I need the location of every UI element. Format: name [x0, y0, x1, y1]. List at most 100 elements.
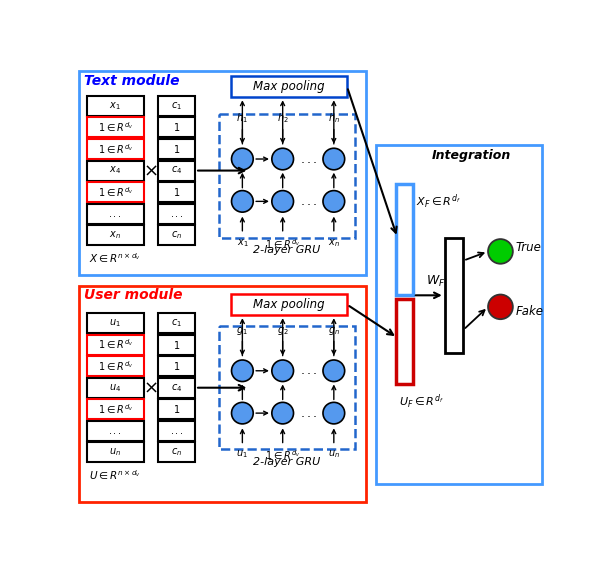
Text: $u_1$: $u_1$ [109, 317, 121, 329]
Text: $...$: $...$ [299, 195, 317, 208]
Text: $1$: $1$ [173, 143, 180, 155]
Circle shape [323, 402, 345, 424]
Bar [87, 442, 144, 462]
Text: $g_1$: $g_1$ [236, 325, 248, 337]
Bar [219, 114, 355, 237]
Text: $1$: $1$ [173, 122, 180, 133]
Text: $c_n$: $c_n$ [171, 229, 182, 241]
Bar [79, 71, 365, 275]
Bar [158, 161, 195, 181]
Bar [87, 313, 144, 333]
Bar [158, 335, 195, 354]
Text: Fake: Fake [516, 304, 544, 318]
Text: $...$: $...$ [299, 153, 317, 165]
Text: 2-layer GRU: 2-layer GRU [253, 245, 321, 255]
Bar [87, 335, 144, 354]
Bar [158, 225, 195, 245]
Text: $...$: $...$ [170, 208, 184, 219]
Text: $U\in R^{n\times d_v}$: $U\in R^{n\times d_v}$ [89, 469, 141, 482]
Circle shape [231, 402, 253, 424]
Bar [158, 204, 195, 224]
Text: $u_4$: $u_4$ [109, 382, 121, 394]
Text: $1$: $1$ [173, 339, 180, 350]
Bar [396, 183, 413, 295]
Text: Max pooling: Max pooling [253, 80, 325, 93]
Text: $...$: $...$ [299, 364, 317, 377]
Bar [87, 356, 144, 376]
Text: $1\in R^{d_v}$: $1\in R^{d_v}$ [98, 359, 133, 373]
Text: $1\in R^{d_v}$: $1\in R^{d_v}$ [98, 402, 133, 416]
Text: $x_4$: $x_4$ [109, 165, 121, 177]
Text: $c_4$: $c_4$ [171, 165, 182, 177]
Text: $c_1$: $c_1$ [171, 100, 182, 112]
Text: $U_F\in R^{d_f}$: $U_F\in R^{d_f}$ [399, 393, 444, 411]
Text: Text module: Text module [84, 74, 179, 88]
Text: User module: User module [84, 288, 182, 302]
Text: Integration: Integration [431, 149, 511, 162]
Bar [158, 118, 195, 137]
Text: $h_1$: $h_1$ [236, 111, 248, 125]
Bar [87, 421, 144, 441]
Text: $1$: $1$ [173, 186, 180, 198]
Bar [445, 237, 463, 353]
Text: $1\in R^{d_v}$: $1\in R^{d_v}$ [98, 338, 133, 352]
Text: $c_4$: $c_4$ [171, 382, 182, 394]
Bar [231, 76, 347, 98]
Circle shape [272, 360, 293, 382]
Text: $c_1$: $c_1$ [171, 317, 182, 329]
Text: $x_1$: $x_1$ [236, 237, 248, 249]
Text: $c_n$: $c_n$ [171, 446, 182, 458]
Text: $1\in R^{d_v}$: $1\in R^{d_v}$ [98, 142, 133, 156]
Text: $x_n$: $x_n$ [109, 229, 121, 241]
Bar [87, 118, 144, 137]
Bar [87, 182, 144, 202]
Bar [158, 139, 195, 159]
Text: $X\in R^{n\times d_v}$: $X\in R^{n\times d_v}$ [89, 252, 141, 265]
Text: $...$: $...$ [108, 426, 122, 436]
Bar [158, 313, 195, 333]
Text: $...$: $...$ [170, 426, 184, 436]
Text: $1\in R^{d_v}$: $1\in R^{d_v}$ [265, 237, 301, 250]
Bar [87, 161, 144, 181]
Text: $1\in R^{d_v}$: $1\in R^{d_v}$ [98, 185, 133, 199]
Bar [87, 204, 144, 224]
Text: $\times$: $\times$ [143, 161, 158, 179]
Text: $x_n$: $x_n$ [328, 237, 340, 249]
Text: $u_n$: $u_n$ [109, 446, 121, 458]
Bar [158, 182, 195, 202]
Text: $g_n$: $g_n$ [328, 325, 340, 337]
Text: $x_1$: $x_1$ [110, 100, 121, 112]
Text: $1\in R^{d_v}$: $1\in R^{d_v}$ [98, 120, 133, 135]
Circle shape [323, 191, 345, 212]
Text: $h_n$: $h_n$ [328, 111, 340, 125]
Circle shape [231, 148, 253, 170]
Circle shape [488, 295, 513, 319]
Bar [158, 356, 195, 376]
Bar [158, 378, 195, 398]
Text: $1$: $1$ [173, 360, 180, 372]
Text: $u_1$: $u_1$ [236, 449, 248, 460]
Circle shape [231, 191, 253, 212]
Bar [87, 139, 144, 159]
Bar [158, 421, 195, 441]
Bar [87, 399, 144, 419]
Text: $...$: $...$ [299, 407, 317, 420]
Text: Max pooling: Max pooling [253, 298, 325, 311]
Text: $W_F$: $W_F$ [427, 274, 446, 289]
Text: $g_2$: $g_2$ [277, 325, 288, 337]
Bar [87, 378, 144, 398]
Circle shape [323, 360, 345, 382]
Text: $1$: $1$ [173, 403, 180, 415]
Circle shape [488, 239, 513, 264]
Bar [158, 96, 195, 116]
Bar [231, 294, 347, 315]
Bar [87, 96, 144, 116]
Text: $u_n$: $u_n$ [328, 449, 340, 460]
Text: $...$: $...$ [108, 208, 122, 219]
Bar [87, 225, 144, 245]
Circle shape [231, 360, 253, 382]
Circle shape [272, 402, 293, 424]
Text: 2-layer GRU: 2-layer GRU [253, 457, 321, 467]
Text: $1\in R^{d_v}$: $1\in R^{d_v}$ [265, 449, 301, 462]
Bar [219, 326, 355, 449]
